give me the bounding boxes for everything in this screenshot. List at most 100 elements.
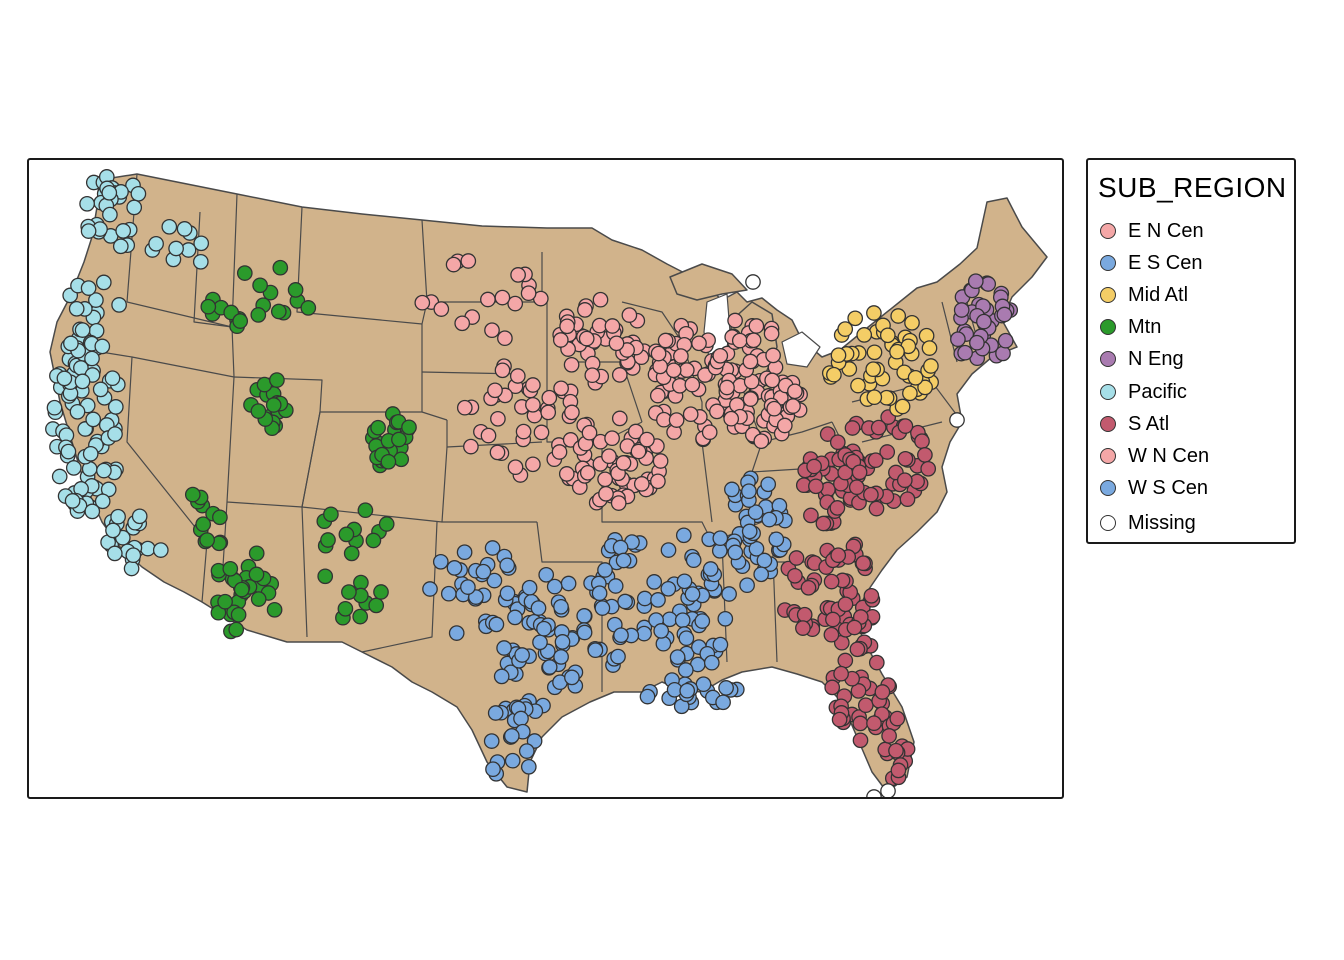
city-point	[401, 419, 417, 436]
city-point	[592, 291, 609, 308]
city-point	[712, 530, 729, 547]
city-point	[727, 312, 743, 329]
city-point	[788, 550, 805, 566]
city-point	[957, 344, 973, 361]
city-point	[460, 579, 476, 595]
city-point	[678, 362, 695, 378]
city-point	[110, 508, 126, 525]
city-point	[111, 297, 127, 313]
city-point	[863, 587, 880, 604]
city-point	[393, 451, 410, 468]
city-point	[851, 464, 868, 481]
city-point	[682, 406, 699, 423]
city-point	[896, 472, 913, 489]
city-point	[848, 479, 865, 496]
city-point	[768, 531, 785, 548]
city-point	[212, 509, 228, 526]
legend-swatch	[1100, 515, 1116, 531]
city-point	[230, 606, 247, 623]
city-point	[460, 253, 477, 269]
legend-label: Missing	[1128, 511, 1196, 534]
city-point	[480, 427, 497, 444]
city-point	[678, 630, 695, 647]
city-point	[579, 464, 596, 481]
state-border	[126, 301, 233, 328]
city-point	[612, 539, 629, 556]
city-point	[560, 575, 577, 592]
city-point	[553, 649, 569, 665]
city-point	[525, 377, 541, 393]
city-point	[184, 486, 201, 503]
city-point	[370, 419, 386, 436]
city-point	[665, 362, 682, 379]
legend-item: E N Cen	[1100, 218, 1204, 244]
city-point	[112, 238, 129, 255]
city-point	[806, 458, 822, 475]
city-point	[541, 659, 558, 675]
city-point	[742, 391, 759, 407]
city-point	[742, 353, 759, 370]
city-point	[546, 578, 563, 595]
city-point	[123, 560, 140, 577]
city-point	[68, 300, 85, 317]
city-point	[888, 742, 904, 759]
city-point	[866, 389, 883, 406]
city-point	[252, 277, 268, 294]
city-point	[510, 267, 526, 283]
city-point	[104, 370, 121, 387]
city-point	[655, 635, 672, 652]
city-point	[850, 377, 866, 394]
city-point	[967, 273, 984, 290]
city-point	[353, 574, 369, 591]
city-point	[724, 481, 740, 498]
city-point	[997, 332, 1014, 349]
city-point	[513, 710, 529, 727]
city-point	[587, 642, 604, 659]
legend-label: W N Cen	[1128, 444, 1210, 467]
city-point	[653, 623, 670, 639]
city-point	[846, 619, 863, 636]
city-point	[494, 362, 511, 379]
city-point	[195, 516, 212, 533]
city-point	[94, 338, 111, 355]
city-point	[250, 591, 267, 607]
city-point	[721, 586, 737, 602]
city-point	[200, 298, 217, 315]
city-point	[727, 544, 744, 561]
city-point	[610, 495, 627, 511]
city-point	[125, 547, 142, 564]
city-point	[176, 221, 193, 237]
city-point	[712, 636, 729, 653]
city-point	[530, 600, 547, 616]
city-point	[591, 585, 608, 602]
city-point	[520, 758, 537, 775]
legend-label: E N Cen	[1128, 219, 1204, 242]
city-point	[541, 389, 558, 406]
city-point	[320, 532, 336, 548]
city-point	[855, 555, 872, 572]
city-point	[192, 253, 209, 270]
city-point	[652, 453, 669, 469]
city-point	[233, 581, 250, 598]
city-point	[487, 705, 504, 721]
city-point	[668, 412, 685, 428]
state-border	[701, 441, 713, 523]
city-point	[976, 313, 992, 330]
city-point	[368, 597, 385, 614]
city-point	[480, 291, 496, 308]
city-point	[152, 542, 169, 558]
city-point	[889, 710, 906, 727]
city-point	[636, 590, 653, 607]
city-point	[456, 544, 473, 561]
city-point	[914, 433, 930, 450]
city-point	[881, 728, 897, 744]
city-point	[745, 332, 762, 349]
city-point	[222, 560, 239, 577]
city-point	[540, 404, 557, 421]
legend-swatch	[1100, 255, 1116, 271]
city-point	[96, 462, 112, 479]
city-point	[497, 330, 513, 347]
city-point	[84, 350, 100, 367]
city-point	[106, 545, 123, 562]
legend-item: Pacific	[1100, 379, 1187, 405]
